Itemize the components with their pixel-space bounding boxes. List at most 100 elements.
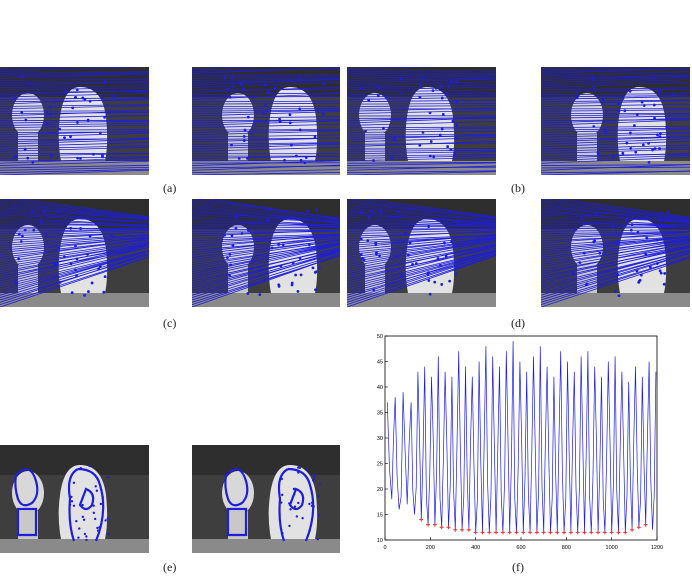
feature-point: [450, 240, 454, 244]
epipolar-line: [1, 199, 149, 219]
epipolar-line: [541, 242, 690, 275]
epipolar-line: [347, 216, 496, 226]
epipolar-line: [192, 228, 340, 231]
epipolar-line: [0, 228, 149, 235]
feature-point: [98, 525, 101, 529]
epipolar-line: [192, 171, 340, 175]
epipolar-line: [347, 116, 496, 122]
feature-point: [258, 269, 262, 272]
feature-point: [252, 123, 256, 127]
epipolar-line: [192, 237, 340, 256]
epipolar-line: [347, 238, 496, 261]
feature-point: [298, 128, 302, 132]
epipolar-line: [192, 130, 340, 136]
x-tick-label: 200: [426, 545, 435, 551]
epipolar-line: [192, 67, 340, 74]
epipolar-line: [541, 170, 690, 175]
feature-point: [317, 266, 321, 270]
feature-point: [103, 115, 107, 119]
epipolar-line: [0, 168, 149, 174]
epipolar-line: [347, 96, 496, 100]
feature-point: [75, 274, 78, 277]
minima-marker: [555, 530, 560, 535]
epipolar-lines: [0, 199, 149, 307]
epipolar-line: [0, 73, 149, 79]
epipolar-line: [0, 67, 75, 70]
epipolar-line: [0, 81, 149, 84]
feature-point: [665, 125, 669, 129]
feature-point: [592, 86, 596, 89]
feature-point: [263, 103, 267, 107]
feature-point: [30, 211, 34, 214]
epipolar-line: [192, 253, 340, 301]
epipolar-line: [541, 239, 690, 263]
epipolar-line: [0, 124, 149, 129]
line-chart: 0 200 400 600 800 1000 1200 10 15 20 25 30 35 40 45 50: [377, 334, 663, 551]
epipolar-line: [347, 246, 496, 284]
epipolar-line: [541, 235, 690, 247]
feature-point: [318, 482, 321, 486]
epipolar-line: [192, 230, 340, 232]
feature-point: [106, 475, 110, 479]
feature-point: [611, 261, 614, 265]
feature-point: [234, 227, 238, 230]
epipolar-line: [347, 117, 496, 124]
feature-point: [101, 495, 105, 499]
epipolar-line: [192, 243, 340, 277]
feature-point: [317, 514, 321, 517]
epipolar-line: [347, 251, 496, 294]
feature-point: [103, 275, 107, 279]
feature-point: [647, 141, 650, 145]
epipolar-line: [541, 214, 690, 223]
statue-head: [12, 225, 44, 269]
feature-point: [611, 155, 615, 159]
epipolar-line: [347, 239, 496, 263]
feature-point: [621, 97, 625, 100]
epipolar-line: [541, 239, 690, 258]
epipolar-line: [347, 223, 496, 227]
epipolar-line: [192, 92, 340, 96]
y-tick-label: 40: [377, 385, 383, 391]
epipolar-line: [541, 119, 690, 126]
feature-point: [406, 253, 410, 257]
feature-point: [617, 294, 621, 298]
feature-point: [455, 99, 459, 103]
feature-point: [110, 264, 114, 268]
epipolar-line: [0, 157, 149, 164]
epipolar-line: [0, 250, 149, 296]
epipolar-line: [0, 252, 149, 303]
epipolar-line: [347, 110, 496, 115]
y-tick-label: 20: [377, 487, 383, 493]
epipolar-line: [0, 243, 149, 275]
epipolar-line: [0, 169, 149, 175]
epipolar-lines: [541, 199, 690, 307]
feature-point: [454, 272, 457, 276]
feature-point: [653, 116, 656, 120]
epipolar-line: [192, 250, 340, 294]
feature-point: [578, 261, 582, 265]
epipolar-line: [541, 103, 690, 107]
feature-point: [445, 92, 449, 96]
epipolar-line: [0, 153, 149, 157]
epipolar-line: [541, 257, 690, 307]
epipolar-line: [0, 110, 149, 117]
epipolar-line: [192, 223, 340, 227]
minima-marker: [596, 530, 601, 535]
epipolar-lines: [192, 67, 340, 175]
epipolar-line: [347, 236, 496, 256]
feature-point: [246, 292, 250, 295]
feature-point: [63, 255, 66, 259]
feature-point: [226, 87, 230, 91]
feature-point: [662, 282, 666, 286]
feature-point: [304, 156, 308, 159]
feature-point: [96, 529, 100, 532]
statue-torso: [58, 87, 108, 175]
feature-point: [453, 268, 457, 272]
feature-point: [312, 478, 316, 481]
minima-marker: [541, 530, 546, 535]
feature-point: [582, 251, 586, 255]
feature-point: [106, 517, 109, 520]
feature-point: [70, 495, 73, 499]
feature-points: [574, 76, 674, 164]
pedestal: [347, 293, 496, 307]
